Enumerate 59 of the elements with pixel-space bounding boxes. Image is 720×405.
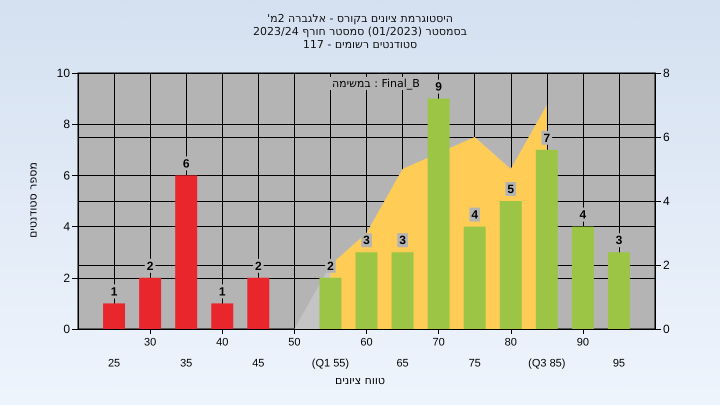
x-tick-label: 70 xyxy=(432,336,445,348)
x2-tick-label: 25 xyxy=(108,358,120,370)
bar xyxy=(175,175,198,329)
x-tick-label: 30 xyxy=(144,336,156,348)
bar xyxy=(392,252,414,329)
data-label: 4 xyxy=(580,208,587,222)
y2-tick-label: 4 xyxy=(663,194,670,208)
x2-tick-label: (Q3 85) xyxy=(528,358,566,370)
x2-tick-label: 45 xyxy=(252,358,264,370)
bar xyxy=(103,303,126,329)
y-axis-title: מספר סטודנטים xyxy=(26,162,40,238)
bar xyxy=(139,278,162,329)
y-tick-label: 0 xyxy=(63,322,70,336)
data-label: 1 xyxy=(218,284,226,298)
data-label: 9 xyxy=(435,80,442,94)
x2-tick-label: 35 xyxy=(180,358,192,370)
chart-subtitle: בסמסטר (01/2023) סמסטר חורף 2023/24 סטודנטים רשומים - 117 xyxy=(252,25,468,51)
bar xyxy=(464,226,486,329)
x2-tick-label: (Q1 55) xyxy=(312,358,350,370)
bar xyxy=(247,278,270,329)
y2-tick-label: 8 xyxy=(663,66,670,80)
x-tick-label: 60 xyxy=(360,336,373,348)
x2-tick-label: 95 xyxy=(612,358,626,370)
y-tick-label: 4 xyxy=(63,220,70,234)
x-tick-label: 80 xyxy=(504,336,517,348)
y2-tick-label: 6 xyxy=(663,130,670,144)
annotation: במשימה : Final_B xyxy=(330,77,422,90)
chart-title: היסטוגרמת ציונים בקורס - אלגברה 2מ' xyxy=(266,12,454,25)
data-label: 2 xyxy=(146,258,154,273)
data-label: 1 xyxy=(110,284,118,298)
data-label: 5 xyxy=(507,182,514,196)
y-tick-label: 8 xyxy=(63,117,70,132)
data-label: 6 xyxy=(182,156,190,170)
y-tick-label: 6 xyxy=(63,168,70,182)
x-tick-label: 50 xyxy=(288,336,300,348)
x-axis-title: טווח ציונים xyxy=(334,374,386,387)
x2-tick-label: 65 xyxy=(396,358,409,370)
data-label: 4 xyxy=(471,208,478,222)
data-label: 7 xyxy=(543,130,550,145)
bar xyxy=(356,252,378,329)
x-tick-label: 40 xyxy=(216,336,228,348)
bar xyxy=(572,226,594,329)
data-label: 3 xyxy=(616,233,623,248)
y2-tick-label: 0 xyxy=(663,322,670,336)
bar xyxy=(211,303,234,329)
y-tick-label: 10 xyxy=(56,66,70,80)
x2-tick-label: 75 xyxy=(468,358,481,370)
x-tick-label: 90 xyxy=(576,336,589,348)
bar xyxy=(536,150,558,329)
bar xyxy=(428,98,450,329)
data-label: 2 xyxy=(327,258,334,273)
data-label: 3 xyxy=(363,233,370,248)
data-label: 2 xyxy=(254,258,262,273)
y2-tick-label: 2 xyxy=(663,258,670,272)
bar xyxy=(500,201,522,329)
bar xyxy=(319,278,342,329)
y-tick-label: 2 xyxy=(63,270,70,285)
bar xyxy=(608,252,630,329)
data-label: 3 xyxy=(399,233,406,248)
